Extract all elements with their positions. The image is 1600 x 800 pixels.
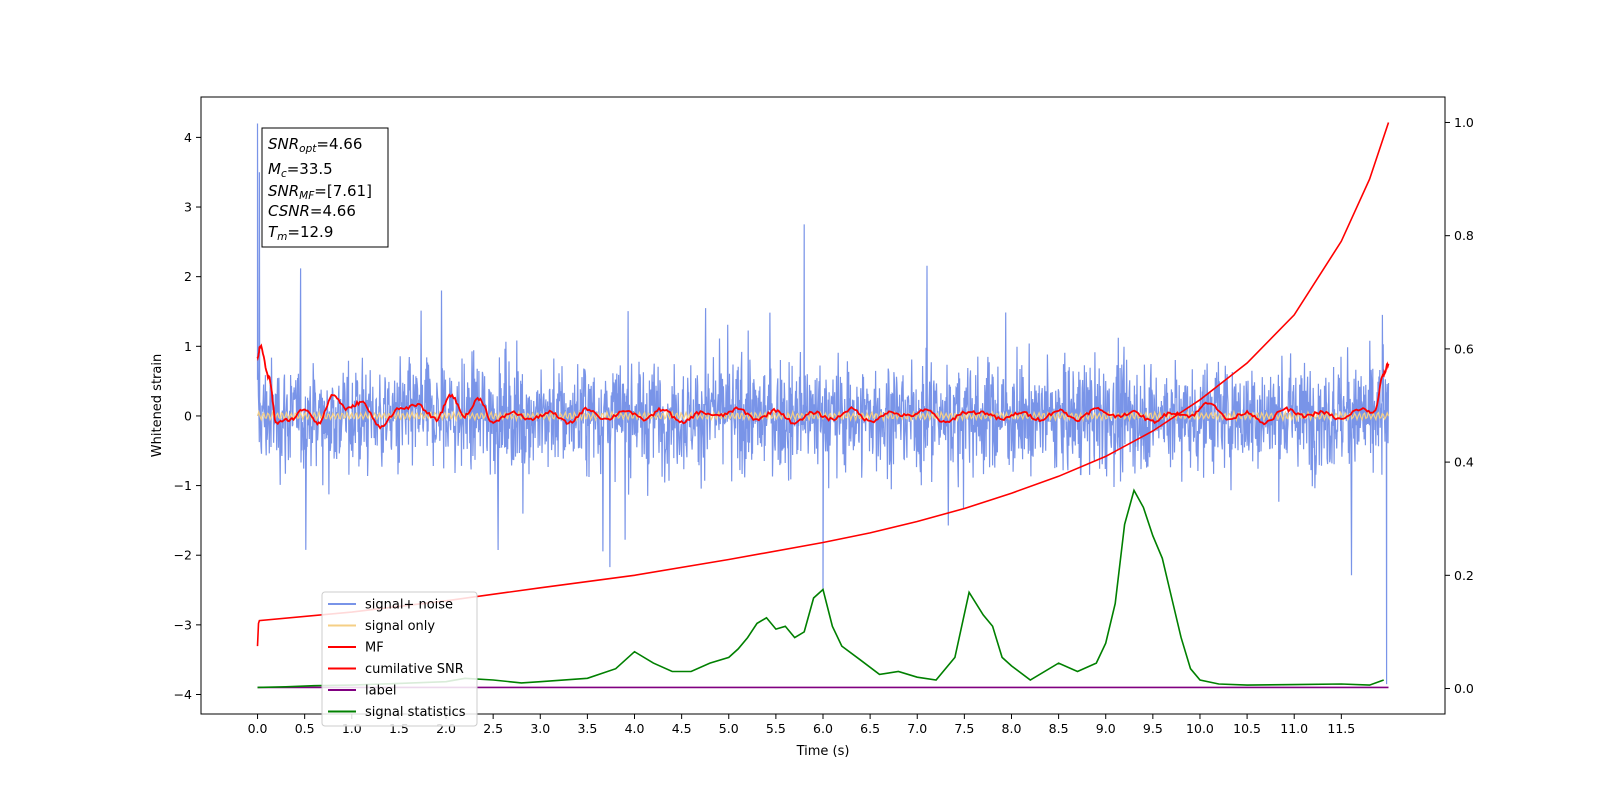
x-tick-label: 6.0 bbox=[813, 721, 833, 736]
y-tick-label: 3 bbox=[184, 200, 192, 215]
x-tick-label: 7.0 bbox=[907, 721, 927, 736]
x-tick-label: 4.5 bbox=[672, 721, 692, 736]
legend-entry: signal only bbox=[365, 619, 435, 634]
x-tick-label: 5.5 bbox=[766, 721, 786, 736]
y-tick-label: 0 bbox=[184, 408, 192, 423]
y-tick-label: −1 bbox=[174, 478, 192, 493]
x-tick-label: 3.0 bbox=[530, 721, 550, 736]
legend-entry: signal statistics bbox=[365, 705, 466, 720]
x-tick-label: 6.5 bbox=[860, 721, 880, 736]
x-tick-label: 4.0 bbox=[625, 721, 645, 736]
y2-tick-label: 0.4 bbox=[1454, 455, 1474, 470]
y2-tick-label: 0.8 bbox=[1454, 228, 1474, 243]
x-tick-label: 0.0 bbox=[248, 721, 268, 736]
x-tick-label: 3.5 bbox=[577, 721, 597, 736]
x-tick-label: 9.0 bbox=[1096, 721, 1116, 736]
x-tick-label: 8.5 bbox=[1049, 721, 1069, 736]
info-tm: Tm=12.9 bbox=[268, 223, 333, 243]
y-tick-label: 1 bbox=[184, 339, 192, 354]
y-axis-label: Whitened strain bbox=[150, 354, 165, 457]
legend-entry: signal+ noise bbox=[365, 598, 453, 613]
y-tick-label: −4 bbox=[174, 687, 192, 702]
info-mc: Mc=33.5 bbox=[268, 160, 333, 180]
y-tick-label: −2 bbox=[174, 548, 192, 563]
y2-tick-label: 0.0 bbox=[1454, 681, 1474, 696]
info-snr-opt: SNRopt=4.66 bbox=[268, 135, 362, 155]
series-mf bbox=[256, 343, 1390, 430]
legend-entry: cumilative SNR bbox=[365, 662, 464, 677]
x-tick-label: 11.0 bbox=[1280, 721, 1308, 736]
y-tick-label: 4 bbox=[184, 130, 192, 145]
x-tick-label: 8.0 bbox=[1002, 721, 1022, 736]
x-tick-label: 0.5 bbox=[295, 721, 315, 736]
y-tick-label: −3 bbox=[174, 617, 192, 632]
series-signal-statistics bbox=[257, 488, 1384, 689]
x-axis-label: Time (s) bbox=[796, 744, 850, 759]
info-csnr: CSNR=4.66 bbox=[268, 202, 356, 220]
x-tick-label: 2.5 bbox=[483, 721, 503, 736]
x-tick-label: 11.5 bbox=[1327, 721, 1355, 736]
legend-entry: MF bbox=[365, 641, 384, 656]
info-box: SNRopt=4.66 Mc=33.5 SNRMF=[7.61] CSNR=4.… bbox=[261, 127, 389, 248]
y2-tick-label: 0.6 bbox=[1454, 341, 1474, 356]
series-signal-noise bbox=[256, 123, 1390, 685]
x-tick-label: 9.5 bbox=[1143, 721, 1163, 736]
y2-tick-label: 1.0 bbox=[1454, 115, 1474, 130]
legend-entry: label bbox=[365, 684, 396, 699]
x-tick-label: 7.5 bbox=[954, 721, 974, 736]
y2-tick-label: 0.2 bbox=[1454, 568, 1474, 583]
legend-frame bbox=[321, 591, 478, 727]
info-snr-mf: SNRMF=[7.61] bbox=[268, 182, 372, 202]
series-signal-only bbox=[256, 409, 1390, 423]
x-tick-label: 10.0 bbox=[1186, 721, 1214, 736]
x-tick-label: 10.5 bbox=[1233, 721, 1261, 736]
legend: signal+ noise signal only MF cumilative SNR… bbox=[321, 591, 478, 727]
y-tick-label: 2 bbox=[184, 269, 192, 284]
x-tick-label: 5.0 bbox=[719, 721, 739, 736]
